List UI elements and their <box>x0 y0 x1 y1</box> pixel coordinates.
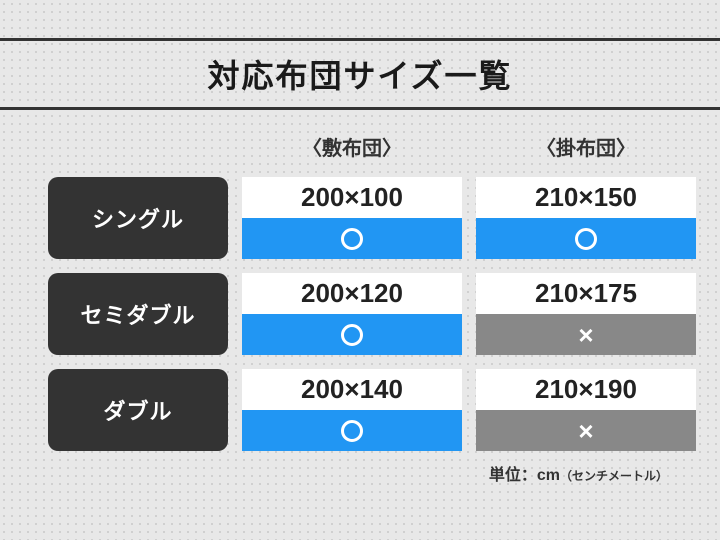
row-label-double: ダブル <box>48 369 228 451</box>
size-value: 200×120 <box>242 273 462 314</box>
spacer <box>48 132 228 163</box>
status-ng: × <box>476 410 696 451</box>
circle-icon <box>341 228 363 250</box>
size-value: 210×150 <box>476 177 696 218</box>
title-section: 対応布団サイズ一覧 <box>0 0 720 132</box>
page-title: 対応布団サイズ一覧 <box>0 51 720 97</box>
size-value: 210×190 <box>476 369 696 410</box>
title-bar: 対応布団サイズ一覧 <box>0 38 720 110</box>
size-value: 210×175 <box>476 273 696 314</box>
circle-icon <box>341 420 363 442</box>
status-ok <box>242 314 462 355</box>
cell-semidouble-shikibuton: 200×120 <box>242 273 462 355</box>
status-ok <box>242 410 462 451</box>
cross-icon: × <box>578 418 593 444</box>
cell-single-shikibuton: 200×100 <box>242 177 462 259</box>
size-value: 200×100 <box>242 177 462 218</box>
cell-single-kakebuton: 210×150 <box>476 177 696 259</box>
circle-icon <box>575 228 597 250</box>
unit-prefix: 単位： <box>489 467 537 484</box>
cell-double-shikibuton: 200×140 <box>242 369 462 451</box>
cell-double-kakebuton: 210×190 × <box>476 369 696 451</box>
unit-main: cm <box>537 467 560 484</box>
unit-small: （センチメートル） <box>560 469 668 483</box>
status-ok <box>476 218 696 259</box>
circle-icon <box>341 324 363 346</box>
cross-icon: × <box>578 322 593 348</box>
cell-semidouble-kakebuton: 210×175 × <box>476 273 696 355</box>
unit-note: 単位：cm（センチメートル） <box>0 451 720 485</box>
column-header-kakebuton: 〈掛布団〉 <box>476 132 696 163</box>
status-ng: × <box>476 314 696 355</box>
size-table: 〈敷布団〉 〈掛布団〉 シングル 200×100 210×150 セミダブル 2… <box>0 132 720 451</box>
column-header-shikibuton: 〈敷布団〉 <box>242 132 462 163</box>
row-label-single: シングル <box>48 177 228 259</box>
status-ok <box>242 218 462 259</box>
row-label-semidouble: セミダブル <box>48 273 228 355</box>
size-value: 200×140 <box>242 369 462 410</box>
